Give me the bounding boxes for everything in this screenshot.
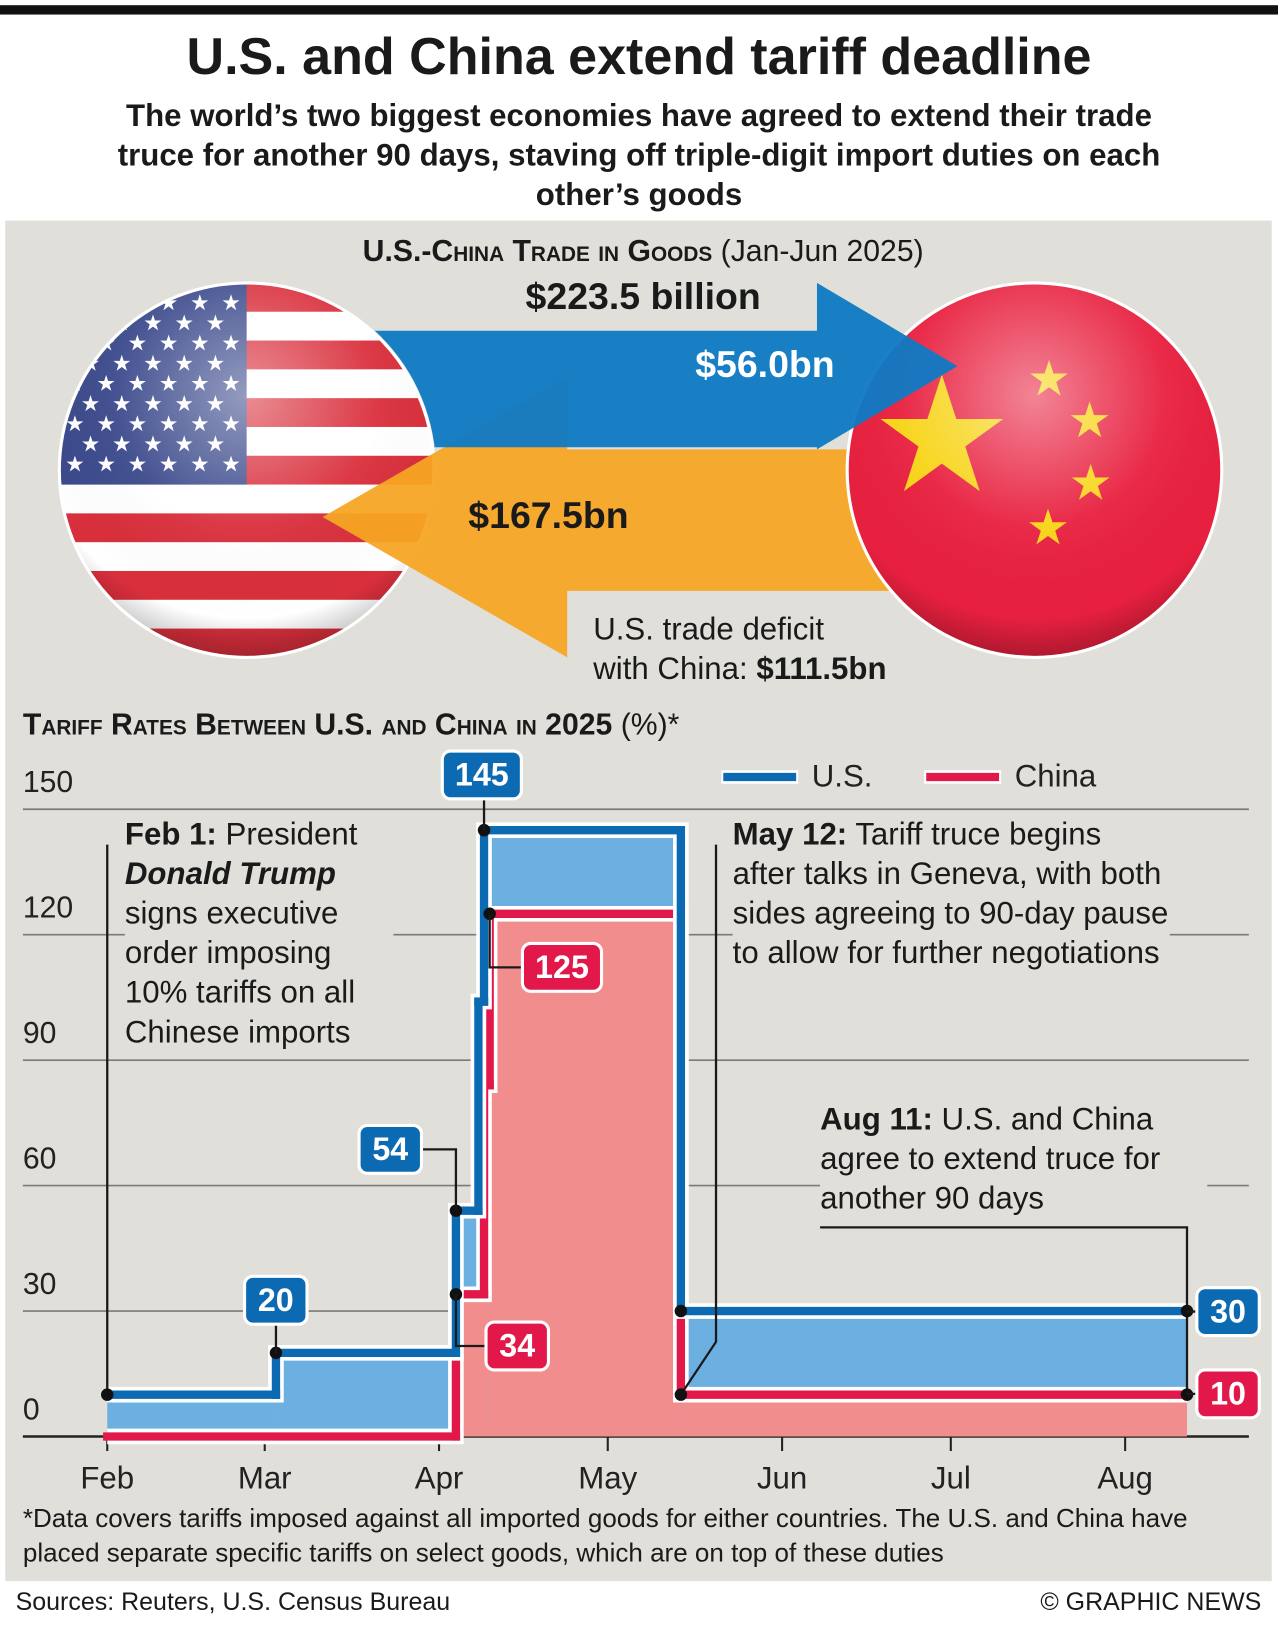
trade-total: $223.5 billion [525,274,761,318]
trade-title: U.S.-China Trade in Goods [362,235,713,269]
x-tick-label: Aug [1097,1460,1153,1495]
annotation: Feb 1: President Donald Trump signs exec… [124,815,394,1053]
callout-box [520,941,604,993]
annotation-date: May 12: [732,817,848,852]
data-label: 34 [499,1328,535,1364]
point [674,1304,688,1318]
us-exports-value: $56.0bn [695,343,834,385]
grid: 0 30 60 90 120 150 Feb Mar Apr May Jun Jul Aug [22,766,1249,1495]
legend-label: China [1015,758,1097,793]
callout-box [1195,1368,1261,1420]
china-exports-value: $167.5bn [468,494,628,536]
x-tick-label: Feb [80,1460,134,1495]
annotation-text: U.S. and China agree to extend truce for… [820,1102,1161,1216]
annotation-date: Feb 1: [124,817,217,852]
chart-title: Tariff Rates Between U.S. and China in 2… [22,708,613,742]
callout-box [440,749,523,801]
x-tick-label: Apr [415,1460,464,1495]
callout-box [243,1274,309,1326]
data-label: 20 [258,1282,294,1318]
flag-gloss [845,281,1224,659]
y-tick-label: 60 [23,1143,57,1176]
annotation-leader [820,1226,1189,1395]
deficit-line: with China: $111.5bn [593,650,886,690]
data-label: 145 [455,757,509,793]
deficit-label: with China: [593,652,748,687]
annotation-text: Tariff truce begins after talks in Genev… [732,817,1169,971]
y-tick-label: 150 [23,766,73,799]
point [101,1388,114,1401]
footnote: *Data covers tariffs imposed against all… [22,1504,1188,1568]
credit: © GRAPHIC NEWS [1040,1588,1262,1617]
legend-label: U.S. [812,758,873,793]
callout-box [1195,1286,1261,1338]
annotation-emphasis: Donald Trump [124,857,336,892]
chart: 20 54 145 30 34 125 10 U.S. China [101,749,1261,1445]
deficit-value: $111.5bn [756,652,887,687]
flag-star [66,334,84,351]
title: U.S. and China extend tariff deadline [186,27,1092,86]
annotation: May 12: Tariff truce begins after talks … [732,815,1170,974]
x-tick-label: Mar [238,1460,292,1495]
annotation: Aug 11: U.S. and China agree to extend t… [820,1100,1208,1220]
annotation-text: signs executive order imposing 10% tarif… [124,896,356,1050]
x-tick-label: Jun [757,1460,807,1495]
callout-box [357,1123,424,1175]
point [674,1388,688,1401]
data-label: 30 [1210,1293,1246,1329]
area-step [275,1352,456,1437]
chart-heading: Tariff Rates Between U.S. and China in 2… [23,706,680,743]
y-tick-label: 120 [23,892,73,925]
subtitle: The world’s two biggest economies have a… [117,98,1161,213]
y-tick-label: 0 [23,1393,40,1426]
deficit-label: U.S. trade deficit [593,612,825,647]
x-tick-label: May [578,1460,637,1495]
y-tick-label: 30 [23,1268,57,1301]
data-label: 10 [1210,1375,1246,1411]
y-tick-label: 90 [23,1017,57,1050]
annotation-leader [679,844,718,1396]
us-exports-arrow [374,282,958,450]
arrow [374,282,958,450]
data-label: 125 [535,949,589,985]
deficit-note: U.S. trade deficit with China: $111.5bn [593,611,886,690]
trade-period: (Jan-Jun 2025) [720,235,924,269]
source: Sources: Reuters, U.S. Census Bureau [15,1588,451,1617]
data-label: 54 [372,1131,408,1167]
chart-unit: (%)* [620,708,680,742]
x-tick-label: Jul [931,1460,971,1495]
annotation-date: Aug 11: [820,1102,933,1137]
trade-heading: U.S.-China Trade in Goods (Jan-Jun 2025) [0,233,1278,270]
callout-box [484,1320,551,1372]
annotation-text: President [225,817,358,852]
top-bar [0,5,1278,15]
